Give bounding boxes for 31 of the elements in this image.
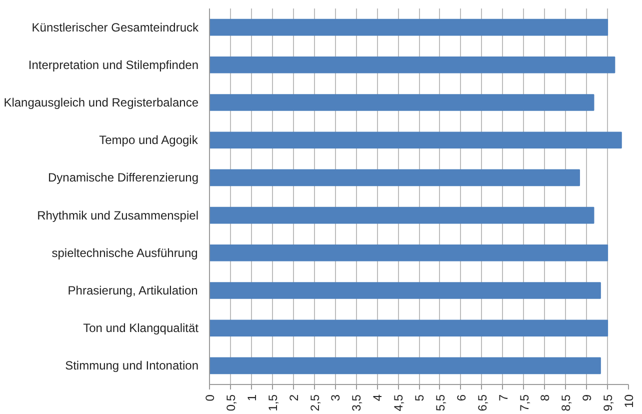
x-tick-label: 7,5 xyxy=(517,394,532,412)
x-tick-label: 7 xyxy=(496,394,510,402)
x-tick-label: 1 xyxy=(244,394,259,402)
y-tick-label: spieltechnische Ausführung xyxy=(52,246,198,260)
x-tick-label: 3,5 xyxy=(350,394,364,412)
y-tick-label: Phrasierung, Artikulation xyxy=(68,284,198,298)
y-tick-label: Künstlerischer Gesamteindruck xyxy=(32,20,200,34)
x-tick-label: 5 xyxy=(412,394,426,402)
x-tick-label: 0,5 xyxy=(224,394,238,412)
y-tick-label: Interpretation und Stilempfinden xyxy=(28,58,198,72)
y-tick-label: Stimmung und Intonation xyxy=(65,358,199,373)
x-tick-label: 4 xyxy=(370,394,385,402)
y-tick-label: Tempo und Agogik xyxy=(99,133,199,148)
x-tick-label: 5,5 xyxy=(433,394,448,412)
y-tick-label: Klangausgleich und Registerbalance xyxy=(4,96,199,110)
x-tick-label: 2 xyxy=(286,394,301,402)
x-tick-label: 6,5 xyxy=(475,394,490,412)
x-tick-label: 8 xyxy=(538,394,552,402)
x-tick-label: 0 xyxy=(203,394,217,402)
x-tick-label: 9 xyxy=(580,394,594,402)
y-tick-label: Ton und Klangqualität xyxy=(83,321,200,336)
x-tick-label: 2,5 xyxy=(308,394,322,412)
y-tick-label: Dynamische Differenzierung xyxy=(48,170,198,185)
x-tick-label: 10 xyxy=(622,394,636,408)
x-tick-label: 6 xyxy=(454,394,468,402)
x-tick-label: 4,5 xyxy=(392,394,406,412)
x-tick-label: 9,5 xyxy=(601,394,616,412)
x-tick-label: 1,5 xyxy=(266,394,280,412)
x-tick-label: 8,5 xyxy=(559,394,574,412)
x-tick-label: 3 xyxy=(328,394,343,402)
y-tick-label: Rhythmik und Zusammenspiel xyxy=(37,208,199,222)
